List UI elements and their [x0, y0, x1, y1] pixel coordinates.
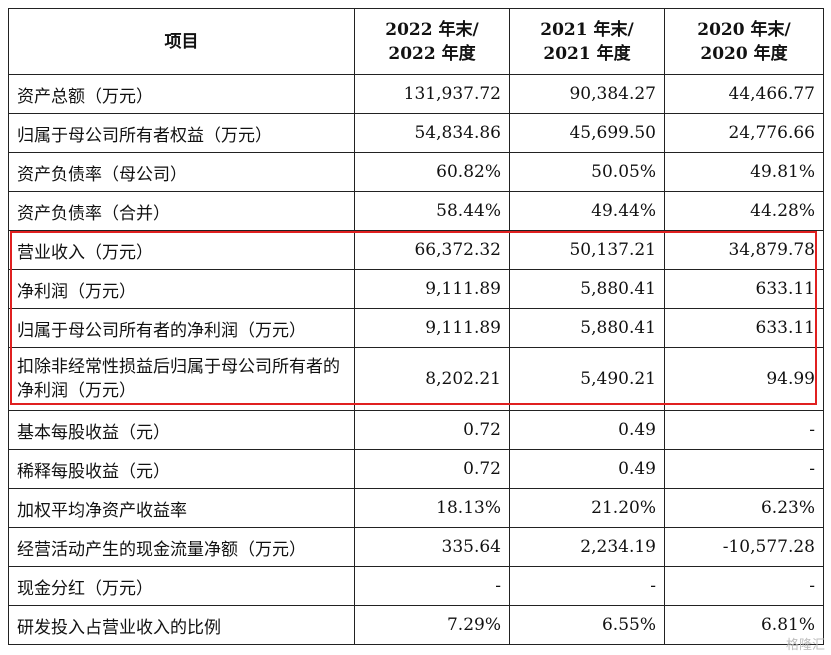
- cell-2020: 44.28%: [664, 191, 824, 231]
- cell-2020: 49.81%: [664, 152, 824, 192]
- cell-2020: -: [664, 410, 824, 450]
- header-2020: 2020 年末/ 2020 年度: [664, 8, 824, 75]
- cell-2020: 633.11: [664, 308, 824, 348]
- row-label: 基本每股收益（元）: [8, 410, 355, 450]
- cell-2020: 94.99: [664, 347, 824, 411]
- row-label: 现金分红（万元）: [8, 566, 355, 606]
- cell-2022: 7.29%: [354, 605, 510, 645]
- table-row: 净利润（万元） 9,111.89 5,880.41 633.11: [8, 269, 824, 309]
- row-label: 归属于母公司所有者权益（万元）: [8, 113, 355, 153]
- table-row: 资产负债率（母公司） 60.82% 50.05% 49.81%: [8, 152, 824, 192]
- cell-2020: 24,776.66: [664, 113, 824, 153]
- cell-2021: 50,137.21: [509, 230, 665, 270]
- row-label: 加权平均净资产收益率: [8, 488, 355, 528]
- header-2020-line1: 2020 年末/: [697, 19, 791, 40]
- table-row: 资产负债率（合并） 58.44% 49.44% 44.28%: [8, 191, 824, 231]
- header-2020-line2: 2020 年度: [700, 43, 788, 64]
- table-row: 现金分红（万元） - - -: [8, 566, 824, 606]
- table-row: 归属于母公司所有者的净利润（万元） 9,111.89 5,880.41 633.…: [8, 308, 824, 348]
- cell-2021: 5,880.41: [509, 308, 665, 348]
- cell-2022: 58.44%: [354, 191, 510, 231]
- cell-2022: 54,834.86: [354, 113, 510, 153]
- cell-2022: 131,937.72: [354, 74, 510, 114]
- row-label: 资产负债率（合并）: [8, 191, 355, 231]
- cell-2020: 34,879.78: [664, 230, 824, 270]
- cell-2021: 21.20%: [509, 488, 665, 528]
- table-row: 营业收入（万元） 66,372.32 50,137.21 34,879.78: [8, 230, 824, 270]
- cell-2020: -: [664, 449, 824, 489]
- cell-2020: 633.11: [664, 269, 824, 309]
- cell-2022: 60.82%: [354, 152, 510, 192]
- row-label: 经营活动产生的现金流量净额（万元）: [8, 527, 355, 567]
- cell-2021: 50.05%: [509, 152, 665, 192]
- cell-2021: 2,234.19: [509, 527, 665, 567]
- cell-2021: 49.44%: [509, 191, 665, 231]
- header-2022: 2022 年末/ 2022 年度: [354, 8, 510, 75]
- table-row: 基本每股收益（元） 0.72 0.49 -: [8, 410, 824, 450]
- cell-2022: 0.72: [354, 449, 510, 489]
- row-label: 资产总额（万元）: [8, 74, 355, 114]
- financial-table: 项目 2022 年末/ 2022 年度 2021 年末/ 2021 年度 202…: [8, 8, 824, 645]
- cell-2022: 0.72: [354, 410, 510, 450]
- table-row: 扣除非经常性损益后归属于母公司所有者的净利润（万元） 8,202.21 5,49…: [8, 347, 824, 411]
- cell-2021: 0.49: [509, 449, 665, 489]
- cell-2022: 8,202.21: [354, 347, 510, 411]
- row-label: 资产负债率（母公司）: [8, 152, 355, 192]
- cell-2021: 5,490.21: [509, 347, 665, 411]
- cell-2020: -: [664, 566, 824, 606]
- cell-2021: 6.55%: [509, 605, 665, 645]
- table-row: 加权平均净资产收益率 18.13% 21.20% 6.23%: [8, 488, 824, 528]
- cell-2021: -: [509, 566, 665, 606]
- table-row: 经营活动产生的现金流量净额（万元） 335.64 2,234.19 -10,57…: [8, 527, 824, 567]
- row-label: 净利润（万元）: [8, 269, 355, 309]
- table-row: 稀释每股收益（元） 0.72 0.49 -: [8, 449, 824, 489]
- cell-2021: 0.49: [509, 410, 665, 450]
- cell-2022: -: [354, 566, 510, 606]
- cell-2020: 44,466.77: [664, 74, 824, 114]
- row-label: 扣除非经常性损益后归属于母公司所有者的净利润（万元）: [8, 347, 355, 411]
- header-row: 项目 2022 年末/ 2022 年度 2021 年末/ 2021 年度 202…: [8, 8, 824, 75]
- cell-2022: 335.64: [354, 527, 510, 567]
- header-2022-line1: 2022 年末/: [385, 19, 479, 40]
- row-label: 归属于母公司所有者的净利润（万元）: [8, 308, 355, 348]
- cell-2020: 6.81%: [664, 605, 824, 645]
- header-2021-line1: 2021 年末/: [540, 19, 634, 40]
- row-label: 研发投入占营业收入的比例: [8, 605, 355, 645]
- header-2021: 2021 年末/ 2021 年度: [509, 8, 665, 75]
- cell-2021: 45,699.50: [509, 113, 665, 153]
- cell-2021: 5,880.41: [509, 269, 665, 309]
- cell-2022: 9,111.89: [354, 269, 510, 309]
- row-label: 营业收入（万元）: [8, 230, 355, 270]
- cell-2022: 18.13%: [354, 488, 510, 528]
- cell-2021: 90,384.27: [509, 74, 665, 114]
- cell-2020: 6.23%: [664, 488, 824, 528]
- watermark: 格隆汇: [785, 638, 825, 653]
- table-row: 归属于母公司所有者权益（万元） 54,834.86 45,699.50 24,7…: [8, 113, 824, 153]
- header-2022-line2: 2022 年度: [388, 43, 476, 64]
- header-2021-line2: 2021 年度: [543, 43, 631, 64]
- cell-2022: 66,372.32: [354, 230, 510, 270]
- row-label: 稀释每股收益（元）: [8, 449, 355, 489]
- table-row: 资产总额（万元） 131,937.72 90,384.27 44,466.77: [8, 74, 824, 114]
- header-item: 项目: [8, 8, 355, 75]
- cell-2022: 9,111.89: [354, 308, 510, 348]
- table-row: 研发投入占营业收入的比例 7.29% 6.55% 6.81%: [8, 605, 824, 645]
- cell-2020: -10,577.28: [664, 527, 824, 567]
